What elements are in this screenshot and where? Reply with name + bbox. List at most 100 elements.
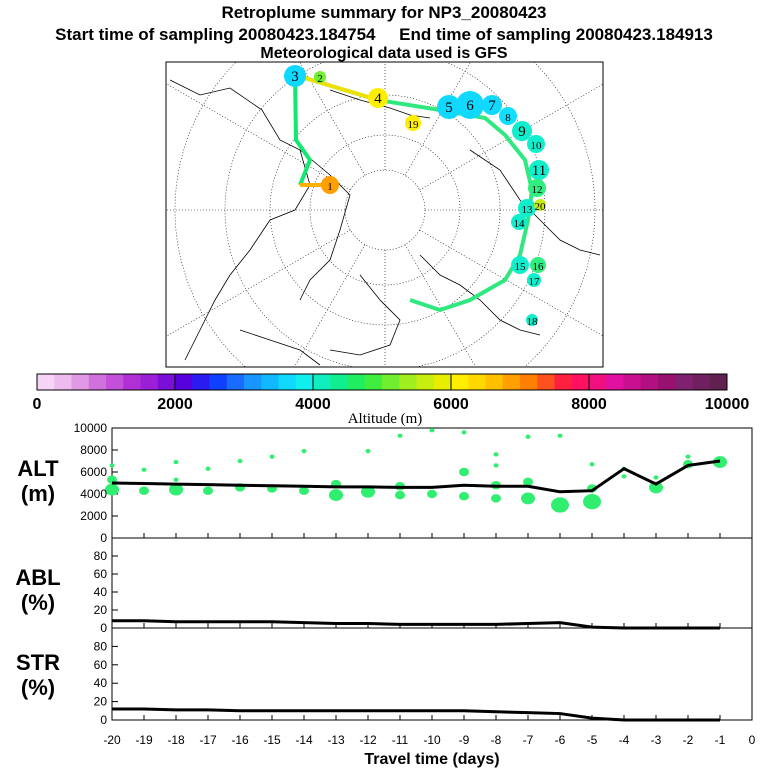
alt-cluster-point — [685, 454, 691, 459]
x-tick-label: -16 — [231, 733, 249, 747]
alt-cluster-point — [523, 477, 533, 487]
str-panel-label: STR (%) — [8, 650, 68, 700]
alt-cluster-point — [521, 492, 535, 505]
map-point-label: 12 — [532, 184, 543, 196]
alt-ytick-label: 2000 — [80, 509, 107, 523]
colorbar-swatch — [709, 374, 728, 390]
map-cluster-circle — [482, 95, 502, 115]
colorbar-swatch — [157, 374, 176, 390]
coastline — [419, 254, 541, 336]
x-tick-label: 0 — [749, 733, 756, 747]
x-tick-label: -19 — [135, 733, 153, 747]
colorbar-swatch — [261, 374, 279, 390]
coastline — [169, 79, 311, 361]
colorbar — [36, 373, 728, 391]
x-tick-label: -9 — [459, 733, 470, 747]
map-point-label: 8 — [505, 112, 511, 124]
colorbar-swatch — [382, 374, 400, 390]
alt-cluster-point — [361, 485, 375, 498]
x-tick-label: -17 — [199, 733, 217, 747]
coastline — [239, 329, 321, 366]
map-point-label: 19 — [408, 119, 420, 131]
alt-cluster-point — [621, 474, 627, 479]
alt-cluster-point — [551, 497, 569, 513]
map-point-label: 7 — [488, 98, 496, 114]
end-time-label: End time of sampling 20080423.184913 — [399, 25, 713, 44]
colorbar-tick-label: 2000 — [157, 396, 193, 413]
abl-frame — [111, 537, 753, 629]
colorbar-swatch — [140, 374, 159, 390]
colorbar-swatch — [675, 374, 693, 390]
map-cluster-circle — [526, 314, 538, 326]
colorbar-swatch — [330, 374, 348, 390]
map-cluster-circle — [321, 176, 339, 194]
coastline — [329, 274, 401, 356]
abl-label: ABL — [15, 565, 61, 590]
map-point-label: 14 — [514, 218, 526, 230]
colorbar-swatch — [554, 374, 573, 390]
colorbar-swatch — [468, 374, 486, 390]
x-tick-label: -5 — [587, 733, 598, 747]
alt-ytick-label: 8000 — [80, 443, 107, 457]
abl-ytick-label: 80 — [94, 549, 108, 563]
map-cluster-circle — [368, 88, 388, 108]
alt-cluster-point — [141, 467, 147, 472]
x-tick-label: -6 — [555, 733, 566, 747]
colorbar-swatch — [692, 374, 711, 390]
map-cluster-circle — [529, 160, 549, 180]
x-tick-label: -7 — [523, 733, 534, 747]
map-point-label: 9 — [518, 124, 526, 140]
abl-panel — [111, 537, 753, 630]
alt-cluster-point — [301, 448, 307, 454]
x-tick-label: -11 — [392, 733, 409, 747]
colorbar-tick-label: 4000 — [295, 396, 331, 413]
sampling-times: Start time of sampling 20080423.184754 E… — [0, 25, 768, 45]
colorbar-tick-label: 0 — [33, 396, 42, 413]
str-ytick-label: 0 — [100, 713, 107, 727]
colorbar-swatch — [226, 374, 245, 390]
map-cluster-circle — [499, 107, 517, 125]
colorbar-swatch — [71, 374, 90, 390]
trajectory-start — [293, 74, 313, 186]
alt-ytick-label: 10000 — [74, 421, 108, 435]
map-cluster-circle — [518, 199, 536, 217]
alt-cluster-point — [237, 458, 243, 464]
colorbar-swatch — [571, 374, 590, 390]
alt-cluster-point — [583, 494, 601, 510]
colorbar-tick-label: 10000 — [705, 396, 750, 413]
coastline — [299, 149, 351, 301]
str-unit: (%) — [20, 675, 56, 700]
colorbar-swatch — [364, 374, 383, 390]
str-panel — [111, 627, 753, 722]
colorbar-tick-label: 8000 — [571, 396, 607, 413]
str-frame — [111, 627, 753, 721]
x-axis-title: Travel time (days) — [364, 751, 499, 768]
map-cluster-circle — [528, 179, 546, 197]
map-cluster-circle — [314, 71, 326, 83]
colorbar-swatch — [106, 374, 124, 390]
colorbar-swatch — [37, 374, 55, 390]
map-cluster-circle — [530, 257, 546, 273]
colorbar-swatch — [123, 374, 141, 390]
alt-cluster-point — [365, 448, 371, 454]
colorbar-swatch — [313, 374, 331, 390]
x-tick-label: -20 — [103, 733, 121, 747]
x-tick-label: -14 — [295, 733, 313, 747]
x-tick-label: -12 — [359, 733, 377, 747]
map-point-label: 20 — [535, 201, 547, 213]
str-series-line — [112, 707, 720, 722]
colorbar-swatch — [244, 374, 262, 390]
alt-cluster-point — [427, 489, 437, 499]
x-tick-label: -18 — [167, 733, 185, 747]
colorbar-swatch — [502, 374, 521, 390]
start-time-label: Start time of sampling 20080423.184754 — [55, 25, 376, 44]
abl-ytick-label: 20 — [94, 603, 108, 617]
map-point-label: 13 — [522, 204, 534, 216]
abl-unit: (%) — [20, 590, 56, 615]
str-ytick-label: 20 — [94, 695, 108, 709]
map-point-label: 18 — [527, 316, 539, 328]
x-tick-label: -1 — [715, 733, 726, 747]
colorbar-swatch — [399, 374, 417, 390]
map-point-label: 4 — [374, 91, 382, 107]
